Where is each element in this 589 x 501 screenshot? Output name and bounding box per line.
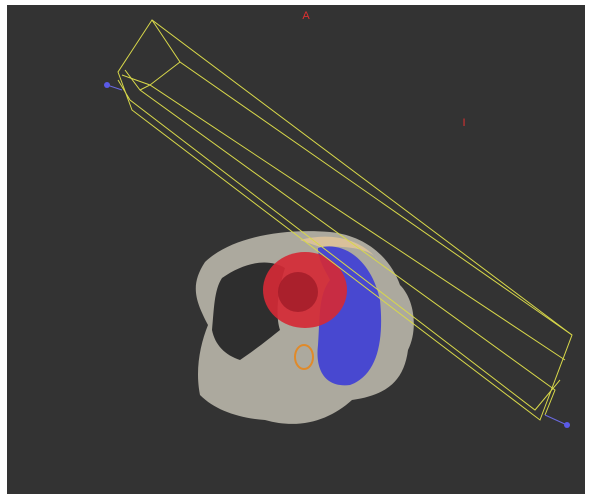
anatomy (195, 231, 414, 424)
endpoint (564, 422, 570, 428)
beam-edge (117, 79, 561, 411)
orientation-label: A (302, 10, 310, 22)
tissue (300, 236, 378, 260)
ring (294, 344, 314, 370)
endpoint (104, 82, 110, 88)
orientation-label: I (462, 117, 465, 129)
red-core (278, 272, 318, 312)
axis-line (544, 414, 568, 426)
beam-edge (124, 69, 556, 416)
beam-outer (117, 19, 573, 421)
beam-edge (139, 61, 181, 91)
beam-wireframe (117, 19, 573, 421)
